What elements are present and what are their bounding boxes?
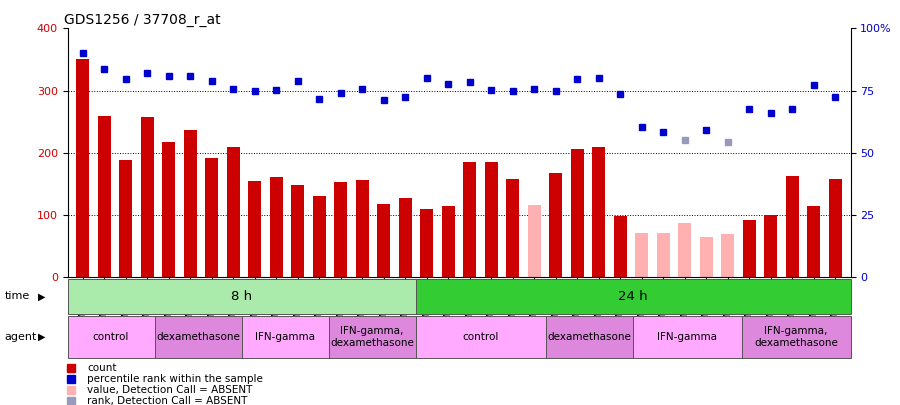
Bar bbox=[205, 158, 218, 277]
Bar bbox=[764, 215, 778, 277]
Bar bbox=[657, 232, 670, 277]
Bar bbox=[507, 179, 519, 277]
Text: ▶: ▶ bbox=[38, 292, 45, 301]
Text: IFN-gamma,
dexamethasone: IFN-gamma, dexamethasone bbox=[330, 326, 414, 348]
Bar bbox=[248, 181, 261, 277]
Text: IFN-gamma,
dexamethasone: IFN-gamma, dexamethasone bbox=[754, 326, 838, 348]
Text: 8 h: 8 h bbox=[231, 290, 252, 303]
Bar bbox=[140, 117, 154, 277]
Text: control: control bbox=[463, 332, 499, 342]
Text: dexamethasone: dexamethasone bbox=[156, 332, 240, 342]
Bar bbox=[549, 173, 562, 277]
Bar bbox=[241, 316, 328, 358]
Bar bbox=[679, 223, 691, 277]
Bar bbox=[420, 209, 433, 277]
Bar bbox=[119, 160, 132, 277]
Bar bbox=[829, 179, 842, 277]
Text: percentile rank within the sample: percentile rank within the sample bbox=[87, 374, 263, 384]
Bar bbox=[328, 316, 416, 358]
Bar bbox=[807, 206, 821, 277]
Bar bbox=[97, 115, 111, 277]
Text: value, Detection Call = ABSENT: value, Detection Call = ABSENT bbox=[87, 385, 252, 395]
Bar bbox=[485, 162, 498, 277]
Bar bbox=[635, 232, 648, 277]
Text: IFN-gamma: IFN-gamma bbox=[255, 332, 315, 342]
Bar bbox=[292, 185, 304, 277]
Bar bbox=[786, 176, 799, 277]
Bar bbox=[700, 237, 713, 277]
Bar bbox=[68, 279, 416, 314]
Bar bbox=[184, 130, 196, 277]
Text: count: count bbox=[87, 363, 117, 373]
Text: time: time bbox=[4, 292, 30, 301]
Bar bbox=[68, 316, 155, 358]
Text: 24 h: 24 h bbox=[618, 290, 648, 303]
Text: agent: agent bbox=[4, 332, 37, 342]
Bar bbox=[742, 316, 850, 358]
Bar bbox=[334, 181, 347, 277]
Bar bbox=[377, 204, 391, 277]
Bar bbox=[312, 196, 326, 277]
Bar bbox=[614, 216, 626, 277]
Text: rank, Detection Call = ABSENT: rank, Detection Call = ABSENT bbox=[87, 396, 248, 405]
Bar bbox=[442, 206, 454, 277]
Text: GDS1256 / 37708_r_at: GDS1256 / 37708_r_at bbox=[64, 13, 220, 27]
Bar bbox=[416, 279, 850, 314]
Bar bbox=[356, 180, 369, 277]
Bar bbox=[416, 316, 546, 358]
Bar bbox=[399, 198, 411, 277]
Bar bbox=[722, 234, 734, 277]
Text: control: control bbox=[93, 332, 130, 342]
Bar bbox=[633, 316, 742, 358]
Text: ▶: ▶ bbox=[38, 332, 45, 342]
Bar bbox=[162, 142, 176, 277]
Bar bbox=[571, 149, 584, 277]
Bar bbox=[155, 316, 241, 358]
Bar bbox=[270, 177, 283, 277]
Text: IFN-gamma: IFN-gamma bbox=[657, 332, 717, 342]
Bar bbox=[546, 316, 633, 358]
Bar bbox=[527, 205, 541, 277]
Bar bbox=[76, 60, 89, 277]
Bar bbox=[227, 147, 239, 277]
Bar bbox=[464, 162, 476, 277]
Bar bbox=[592, 147, 606, 277]
Text: dexamethasone: dexamethasone bbox=[547, 332, 632, 342]
Bar bbox=[742, 220, 756, 277]
